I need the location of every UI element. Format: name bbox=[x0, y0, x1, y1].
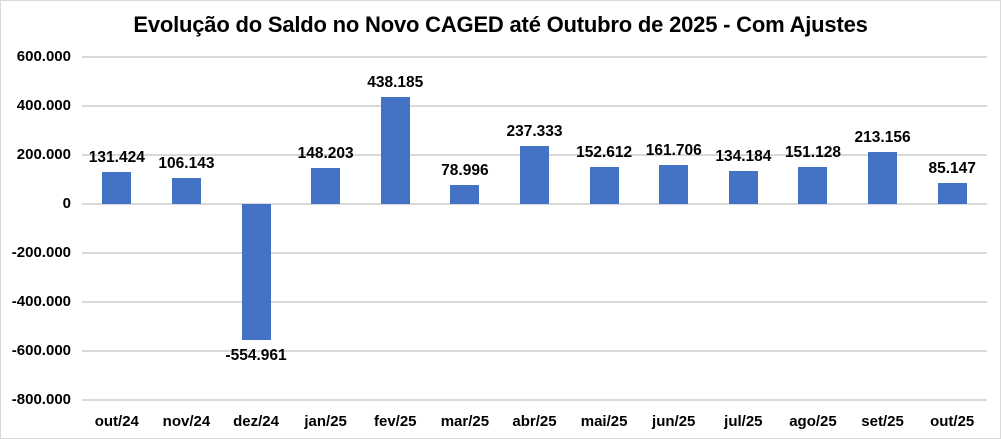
value-label-jun/25: 161.706 bbox=[645, 141, 702, 159]
chart-title: Evolução do Saldo no Novo CAGED até Outu… bbox=[133, 12, 868, 37]
value-label-nov/24: 106.143 bbox=[158, 155, 215, 173]
x-axis-tick-label: out/24 bbox=[94, 413, 139, 430]
y-axis-tick-label: -200.000 bbox=[11, 244, 71, 262]
bar-jan/25 bbox=[311, 167, 341, 205]
value-label-jul/25: 134.184 bbox=[715, 148, 772, 166]
bar-out/25 bbox=[937, 183, 967, 205]
x-axis-tick-label: mai/25 bbox=[580, 413, 628, 430]
x-axis-tick-label: dez/24 bbox=[233, 413, 279, 430]
bar-mar/25 bbox=[450, 184, 480, 205]
y-axis-tick-label: -800.000 bbox=[11, 391, 71, 409]
x-axis-tick-label: out/25 bbox=[930, 413, 975, 430]
gridline bbox=[82, 301, 987, 304]
bar-mai/25 bbox=[589, 166, 619, 205]
y-axis-tick-label: 200.000 bbox=[16, 146, 71, 164]
x-axis-tick-label: abr/25 bbox=[512, 413, 557, 430]
value-label-fev/25: 438.185 bbox=[367, 73, 424, 91]
value-label-jan/25: 148.203 bbox=[297, 144, 354, 162]
x-axis-tick-label: ago/25 bbox=[789, 413, 837, 430]
x-axis-tick-label: nov/24 bbox=[162, 413, 211, 430]
x-axis-tick-label: jul/25 bbox=[724, 413, 763, 430]
bar-jul/25 bbox=[728, 171, 758, 205]
y-axis-tick-label: 400.000 bbox=[16, 97, 71, 115]
bar-abr/25 bbox=[520, 146, 549, 205]
x-axis-tick-label: jun/25 bbox=[652, 413, 696, 430]
bar-out/24 bbox=[102, 172, 132, 205]
gridline bbox=[82, 252, 987, 255]
bar-fev/25 bbox=[380, 96, 410, 205]
y-axis-tick-label: 600.000 bbox=[16, 48, 71, 66]
y-axis-tick-label: 0 bbox=[62, 195, 71, 213]
gridline bbox=[82, 105, 987, 108]
bar-jun/25 bbox=[659, 164, 689, 205]
x-axis-tick-label: jan/25 bbox=[304, 413, 347, 430]
value-label-ago/25: 151.128 bbox=[784, 144, 841, 162]
gridline bbox=[82, 56, 987, 59]
bar-ago/25 bbox=[798, 167, 828, 205]
value-label-dez/24: -554.961 bbox=[225, 347, 287, 365]
value-label-abr/25: 237.333 bbox=[506, 123, 563, 141]
x-axis-tick-label: fev/25 bbox=[373, 413, 417, 430]
value-label-mar/25: 78.996 bbox=[441, 161, 489, 179]
bar-nov/24 bbox=[171, 178, 201, 205]
bar-dez/24 bbox=[241, 204, 271, 341]
value-label-out/24: 131.424 bbox=[88, 149, 145, 167]
x-axis-tick-label: mar/25 bbox=[440, 413, 490, 430]
bar-set/25 bbox=[868, 152, 898, 205]
x-axis-tick-label: set/25 bbox=[861, 413, 904, 430]
y-axis-tick-label: -400.000 bbox=[11, 293, 71, 311]
value-label-mai/25: 152.612 bbox=[576, 143, 633, 161]
gridline bbox=[82, 399, 987, 402]
value-label-out/25: 85.147 bbox=[928, 160, 976, 178]
value-label-set/25: 213.156 bbox=[854, 129, 911, 147]
y-axis-tick-label: -600.000 bbox=[11, 342, 71, 360]
